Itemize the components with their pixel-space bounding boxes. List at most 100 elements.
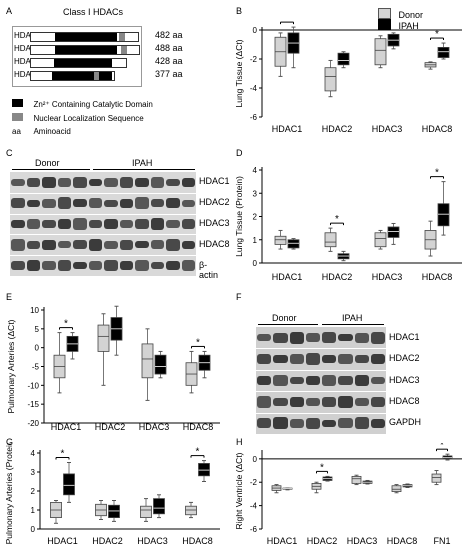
blot-band xyxy=(370,396,385,408)
blot-band xyxy=(354,355,369,363)
y-tick-label: 5 xyxy=(35,325,40,334)
blot-band xyxy=(322,397,337,407)
category-label: HDAC8 xyxy=(182,536,213,546)
blot-band xyxy=(104,177,118,188)
blot-band xyxy=(119,261,133,270)
blot-band xyxy=(370,376,385,385)
nls-segment xyxy=(121,46,127,54)
box xyxy=(274,235,287,245)
y-axis-label: Pulmonary Arteries (Protein) xyxy=(4,443,14,544)
blot-band xyxy=(257,418,272,429)
hdac-protein-bar xyxy=(30,32,139,42)
blot-band xyxy=(73,177,87,188)
blot-band xyxy=(57,197,71,209)
blot-band xyxy=(273,355,288,363)
y-tick-label: -2 xyxy=(250,55,258,64)
blot-band xyxy=(370,419,385,428)
blot-separator xyxy=(256,348,386,350)
nls-segment xyxy=(119,33,125,41)
blot-band xyxy=(338,376,353,385)
box xyxy=(337,52,350,66)
y-tick-label: -6 xyxy=(250,113,258,122)
western-blot-c: HDAC1 HDAC2 HDAC3 HDAC8 β-actin xyxy=(10,172,230,280)
blot-band xyxy=(305,333,320,342)
legend-zn-domain: Zn²⁺ Containing Catalytic Domain xyxy=(12,94,153,112)
y-tick-label: -15 xyxy=(27,400,39,409)
blot-band xyxy=(104,259,118,272)
y-tick-label: 4 xyxy=(31,449,36,458)
blot-separator xyxy=(256,391,386,393)
nls-segment xyxy=(94,72,99,80)
blot-band xyxy=(181,218,195,230)
blot-band-label: HDAC3 xyxy=(389,374,420,385)
significance-star: * xyxy=(196,337,200,348)
hdac-length-label: 488 aa xyxy=(155,43,183,53)
blot-band xyxy=(181,177,195,188)
y-tick-label: -10 xyxy=(27,381,39,390)
hdac-length-label: 428 aa xyxy=(155,56,183,66)
blot-band xyxy=(119,176,133,189)
y-axis-label: Pulmonary Arteries (ΔCt) xyxy=(6,319,16,413)
y-tick-label: 0 xyxy=(253,259,258,268)
blot-band xyxy=(150,218,164,230)
blot-band xyxy=(88,260,102,271)
box xyxy=(351,475,362,484)
blot-band xyxy=(289,419,304,428)
blot-band xyxy=(354,375,369,386)
y-tick-label: -6 xyxy=(250,525,258,534)
blot-band xyxy=(289,354,304,364)
chart-g-pulmonary-arteries-protein: 0 1 2 3 4 Pulmonary Arteries (Protein) HDAC1 * H… xyxy=(4,443,220,546)
blot-band xyxy=(181,240,195,249)
chart-h-right-ventricle-dct: 0 -2 -4 -6 Right Ventricle (ΔCt) HDAC1 HDAC2 * H… xyxy=(234,443,462,546)
y-tick-label: -4 xyxy=(250,84,258,93)
blot-band-label: HDAC2 xyxy=(389,353,420,364)
blot-band xyxy=(104,199,118,207)
hdac-protein-bar xyxy=(30,45,140,55)
blot-band-label: GAPDH xyxy=(389,417,422,428)
blot-band xyxy=(11,239,25,251)
blot-band xyxy=(257,376,272,385)
category-label: HDAC3 xyxy=(137,536,168,546)
box xyxy=(431,473,442,483)
blot-band-label: HDAC8 xyxy=(389,395,420,406)
y-tick-label: 3 xyxy=(31,468,36,477)
blot-band xyxy=(289,376,304,385)
black-box-icon xyxy=(12,98,23,107)
blot-band-label: HDAC1 xyxy=(389,331,420,342)
significance-star: * xyxy=(435,168,439,179)
y-tick-label: -2 xyxy=(250,478,258,487)
y-axis-label: Lung Tissue (Protein) xyxy=(234,176,244,257)
box xyxy=(287,239,300,249)
domain-box xyxy=(12,26,142,87)
blot-band xyxy=(289,396,304,408)
y-tick-label: 3 xyxy=(253,189,258,198)
significance-star: * xyxy=(320,462,324,473)
blot-c-donor-line xyxy=(12,169,90,170)
blot-band xyxy=(119,220,133,228)
blot-band xyxy=(338,353,353,365)
chart-d-lung-tissue-protein: 0 1 2 3 4 Lung Tissue (Protein) HDAC1 HDAC2 * HDA… xyxy=(234,166,462,282)
category-label: HDAC3 xyxy=(347,536,378,546)
blot-band xyxy=(289,331,304,344)
blot-band-label: HDAC1 xyxy=(199,176,230,187)
blot-band xyxy=(273,417,288,430)
catalytic-domain xyxy=(55,33,117,41)
category-label: HDAC3 xyxy=(372,272,403,282)
blot-band xyxy=(305,375,320,386)
blot-f-ipah-label: IPAH xyxy=(342,313,363,323)
box xyxy=(97,324,110,352)
significance-star: * xyxy=(61,449,65,460)
box xyxy=(108,504,120,518)
blot-band xyxy=(11,198,25,209)
chart-e-pulmonary-arteries-dct: 10 5 0 -5 -10 -15 -20 Pulmonary Arteries (ΔCt) H… xyxy=(6,305,220,432)
y-tick-label: 0 xyxy=(253,455,258,464)
category-label: HDAC1 xyxy=(267,536,298,546)
category-label: HDAC8 xyxy=(422,124,453,134)
catalytic-domain xyxy=(52,72,112,80)
y-tick-label: 2 xyxy=(253,213,258,222)
blot-band xyxy=(135,219,149,229)
box xyxy=(374,38,387,66)
box xyxy=(437,203,450,227)
blot-f-donor-line xyxy=(258,324,318,325)
hdac-row-name: HDAC2 xyxy=(14,44,42,53)
